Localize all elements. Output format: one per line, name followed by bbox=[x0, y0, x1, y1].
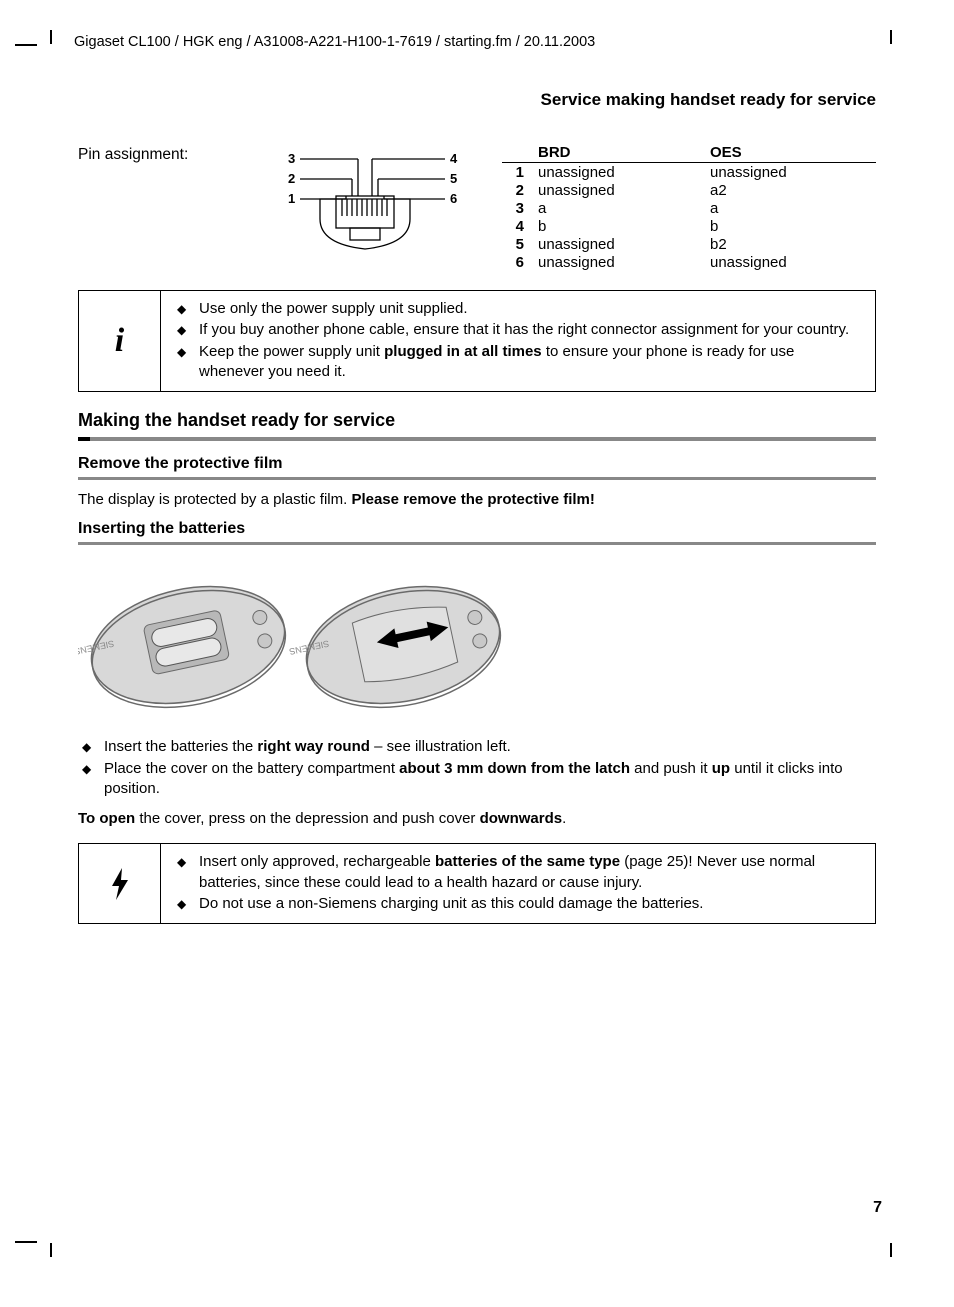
pin-cell: unassigned bbox=[532, 163, 704, 182]
pin-cell: a2 bbox=[704, 181, 876, 199]
page-number: 7 bbox=[873, 1199, 882, 1217]
list-item: Insert the batteries the right way round… bbox=[82, 737, 876, 757]
lightning-icon bbox=[79, 844, 161, 923]
heading-underline bbox=[78, 437, 876, 441]
document-path: Gigaset CL100 / HGK eng / A31008-A221-H1… bbox=[74, 34, 876, 50]
list-item: Keep the power supply unit plugged in at… bbox=[177, 342, 863, 383]
pin-cell: unassigned bbox=[532, 235, 704, 253]
pin-assignment-label: Pin assignment: bbox=[78, 144, 278, 278]
list-item: Place the cover on the battery compartme… bbox=[82, 759, 876, 800]
heading-underline bbox=[78, 542, 876, 545]
pin-cell: b bbox=[704, 217, 876, 235]
svg-text:5: 5 bbox=[450, 171, 457, 186]
bullet-list: Insert the batteries the right way round… bbox=[82, 737, 876, 799]
svg-text:4: 4 bbox=[450, 151, 458, 166]
heading-3: Remove the protective film bbox=[78, 455, 876, 473]
pin-cell: unassigned bbox=[532, 253, 704, 271]
crop-mark bbox=[890, 30, 892, 44]
pin-cell: unassigned bbox=[532, 181, 704, 199]
crop-mark bbox=[50, 1243, 52, 1257]
page-content: Gigaset CL100 / HGK eng / A31008-A221-H1… bbox=[50, 30, 894, 952]
heading-underline bbox=[78, 477, 876, 480]
heading-3: Inserting the batteries bbox=[78, 520, 876, 538]
pin-num: 3 bbox=[502, 199, 532, 217]
pin-cell: a bbox=[704, 199, 876, 217]
list-item: If you buy another phone cable, ensure t… bbox=[177, 320, 863, 340]
pin-num: 6 bbox=[502, 253, 532, 271]
paragraph: The display is protected by a plastic fi… bbox=[78, 490, 876, 510]
crop-mark bbox=[890, 1243, 892, 1257]
battery-illustration: SIEMENS SIEMENS bbox=[78, 555, 508, 725]
svg-text:6: 6 bbox=[450, 191, 457, 206]
warning-list: Insert only approved, rechargeable batte… bbox=[177, 852, 863, 914]
crop-mark bbox=[50, 30, 52, 44]
heading-2: Making the handset ready for service bbox=[78, 410, 876, 431]
crop-mark bbox=[15, 44, 37, 46]
pin-num: 1 bbox=[502, 163, 532, 182]
pin-table-header: OES bbox=[704, 144, 876, 163]
pin-cell: b2 bbox=[704, 235, 876, 253]
pin-num: 4 bbox=[502, 217, 532, 235]
list-item: Insert only approved, rechargeable batte… bbox=[177, 852, 863, 893]
info-icon: i bbox=[79, 291, 161, 391]
pin-cell: unassigned bbox=[704, 163, 876, 182]
svg-text:2: 2 bbox=[288, 171, 295, 186]
pin-cell: b bbox=[532, 217, 704, 235]
pin-cell: a bbox=[532, 199, 704, 217]
paragraph: To open the cover, press on the depressi… bbox=[78, 809, 876, 829]
section-header: Service making handset ready for service bbox=[78, 90, 876, 110]
pin-table-header: BRD bbox=[532, 144, 704, 163]
pin-cell: unassigned bbox=[704, 253, 876, 271]
pin-assignment-row: Pin assignment: bbox=[78, 144, 876, 278]
pin-table-header bbox=[502, 144, 532, 163]
svg-text:3: 3 bbox=[288, 151, 295, 166]
rj-connector-diagram: 3 2 1 4 5 6 bbox=[278, 144, 468, 278]
pin-table: BRD OES 1unassignedunassigned 2unassigne… bbox=[468, 144, 876, 278]
svg-text:1: 1 bbox=[288, 191, 295, 206]
pin-num: 5 bbox=[502, 235, 532, 253]
list-item: Use only the power supply unit supplied. bbox=[177, 299, 863, 319]
info-list: Use only the power supply unit supplied.… bbox=[177, 299, 863, 382]
pin-num: 2 bbox=[502, 181, 532, 199]
warning-box: Insert only approved, rechargeable batte… bbox=[78, 843, 876, 924]
list-item: Do not use a non-Siemens charging unit a… bbox=[177, 894, 863, 914]
info-box: i Use only the power supply unit supplie… bbox=[78, 290, 876, 392]
crop-mark bbox=[15, 1241, 37, 1243]
